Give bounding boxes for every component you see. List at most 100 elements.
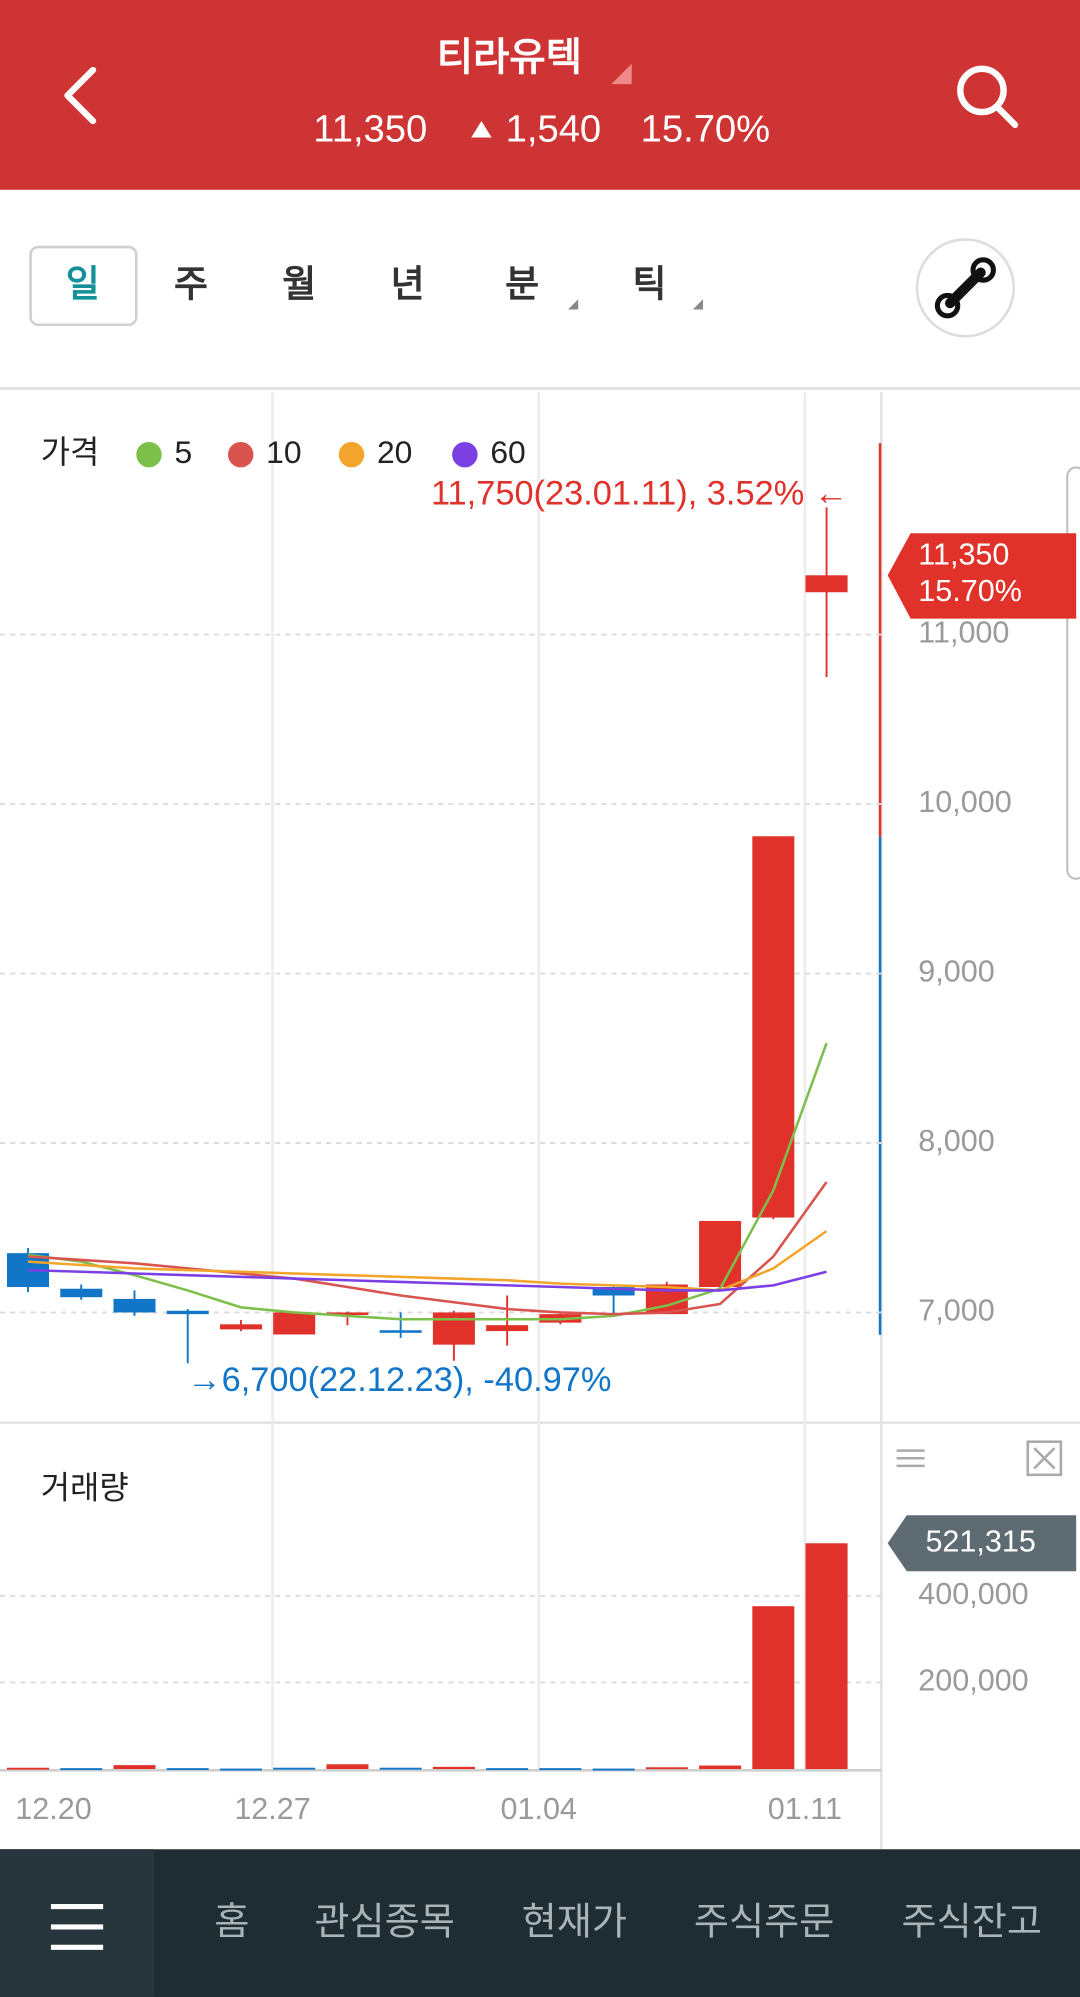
- volume-bar: [645, 1767, 688, 1770]
- ma-line: [27, 1268, 827, 1292]
- y-tick-label: 200,000: [918, 1663, 1028, 1697]
- candle-body: [379, 1330, 422, 1333]
- tab-selected-box: [29, 245, 138, 327]
- candle-body: [752, 836, 795, 1218]
- period-tab[interactable]: 일: [66, 263, 100, 304]
- candle-body: [219, 1324, 262, 1330]
- nav-item[interactable]: 홈: [214, 1900, 249, 1943]
- x-tick-label: 01.04: [500, 1792, 576, 1826]
- volume-bar: [592, 1768, 635, 1771]
- candle-body: [486, 1325, 529, 1332]
- candle-body: [699, 1220, 742, 1288]
- nav-items: 홈 관심종목 현재가 주식주문 주식잔고: [214, 1900, 1042, 1943]
- close-icon: [1026, 1440, 1063, 1477]
- volume-tag-label: 521,315: [925, 1524, 1035, 1558]
- menu-block: [0, 1849, 155, 1997]
- search-button[interactable]: [957, 65, 1019, 129]
- volume-bar: [379, 1767, 422, 1770]
- candle-body: [166, 1310, 209, 1315]
- y-tick-label: 400,000: [918, 1577, 1028, 1611]
- volume-bar: [752, 1606, 795, 1770]
- scroll-handle[interactable]: [1066, 466, 1080, 880]
- period-tab[interactable]: 틱: [633, 263, 667, 304]
- price-tag-rate: 15.70%: [918, 574, 1022, 608]
- wrench-icon: [934, 292, 961, 319]
- header-bar: [0, 0, 1080, 190]
- dropdown-icon: [692, 299, 704, 310]
- period-tab[interactable]: 년: [391, 263, 425, 304]
- bottom-nav: [0, 1849, 1080, 1997]
- legend-label: 60: [490, 434, 525, 470]
- nav-item[interactable]: 현재가: [522, 1900, 627, 1943]
- legend-dot: [452, 441, 478, 468]
- stock-name[interactable]: 티라유텍: [437, 35, 582, 79]
- y-tick-label: 11,000: [918, 616, 1009, 650]
- y-tick-label: 9,000: [918, 955, 994, 989]
- search-icon: [957, 65, 1007, 116]
- volume-bar: [113, 1765, 156, 1770]
- volume-bar: [166, 1768, 209, 1771]
- legend-dot: [338, 441, 365, 468]
- wrench-icon: [970, 257, 996, 283]
- volume-bar: [273, 1767, 316, 1770]
- panel-close[interactable]: [1026, 1440, 1063, 1477]
- volume-bar: [432, 1766, 475, 1770]
- y-tick-label: 7,000: [918, 1294, 994, 1328]
- volume-bar: [805, 1543, 848, 1770]
- menu-button[interactable]: [50, 1904, 104, 1950]
- candle-body: [432, 1312, 475, 1345]
- volume-bar: [7, 1767, 50, 1770]
- period-tab[interactable]: 분: [505, 263, 539, 304]
- legend-dot: [136, 441, 162, 468]
- candle-body: [113, 1298, 156, 1313]
- low-annotation: →6,700(22.12.23), -40.97%: [187, 1361, 611, 1399]
- settings-button[interactable]: [915, 238, 1016, 338]
- candle-body: [273, 1312, 316, 1335]
- high-annotation: 11,750(23.01.11), 3.52% ←: [431, 475, 848, 513]
- search-icon: [995, 105, 1019, 129]
- volume-bar: [699, 1765, 742, 1770]
- nav-item[interactable]: 관심종목: [314, 1900, 455, 1943]
- x-tick-label: 12.27: [234, 1792, 310, 1826]
- legend-label: 5: [174, 434, 192, 470]
- price-tag: [887, 533, 1077, 619]
- price-tag-label: 11,350: [918, 537, 1009, 571]
- change-rate: 15.70%: [641, 107, 771, 150]
- panel-title: 거래량: [41, 1470, 129, 1506]
- x-tick-label: 01.11: [768, 1792, 842, 1826]
- y-tick-label: 10,000: [918, 785, 1011, 819]
- price: 11,350: [313, 107, 427, 150]
- volume-bar: [486, 1768, 529, 1771]
- ma-line: [27, 1181, 828, 1316]
- period-tab[interactable]: 주: [174, 263, 208, 304]
- volume-bar: [539, 1768, 582, 1771]
- volume-tag: [887, 1515, 1077, 1572]
- nav-item[interactable]: 주식잔고: [901, 1900, 1042, 1943]
- plot: 12.20 12.27 01.04 01.11 7,000 8,000 9,000 10,00…: [0, 392, 1077, 1826]
- dropdown-icon: [568, 299, 579, 310]
- volume-bar: [60, 1768, 103, 1771]
- change: 1,540: [506, 107, 602, 150]
- candle-body: [805, 575, 848, 593]
- legend-title: 가격: [41, 434, 100, 470]
- y-tick-label: 8,000: [918, 1124, 994, 1158]
- ma-line: [27, 1230, 828, 1292]
- nav-item[interactable]: 주식주문: [694, 1900, 835, 1943]
- candle-body: [60, 1288, 103, 1298]
- legend-dot: [227, 441, 254, 468]
- volume-bar: [326, 1764, 369, 1770]
- candle-body: [592, 1287, 635, 1296]
- volume-bar: [219, 1768, 262, 1771]
- panel-menu[interactable]: [896, 1449, 925, 1468]
- ma-line: [27, 1042, 828, 1321]
- x-tick-label: 12.20: [15, 1792, 91, 1826]
- up-icon: [471, 121, 492, 138]
- candle-body: [326, 1312, 369, 1316]
- back-button[interactable]: [64, 66, 97, 125]
- legend-label: 10: [266, 434, 301, 470]
- period-tab[interactable]: 월: [282, 263, 316, 304]
